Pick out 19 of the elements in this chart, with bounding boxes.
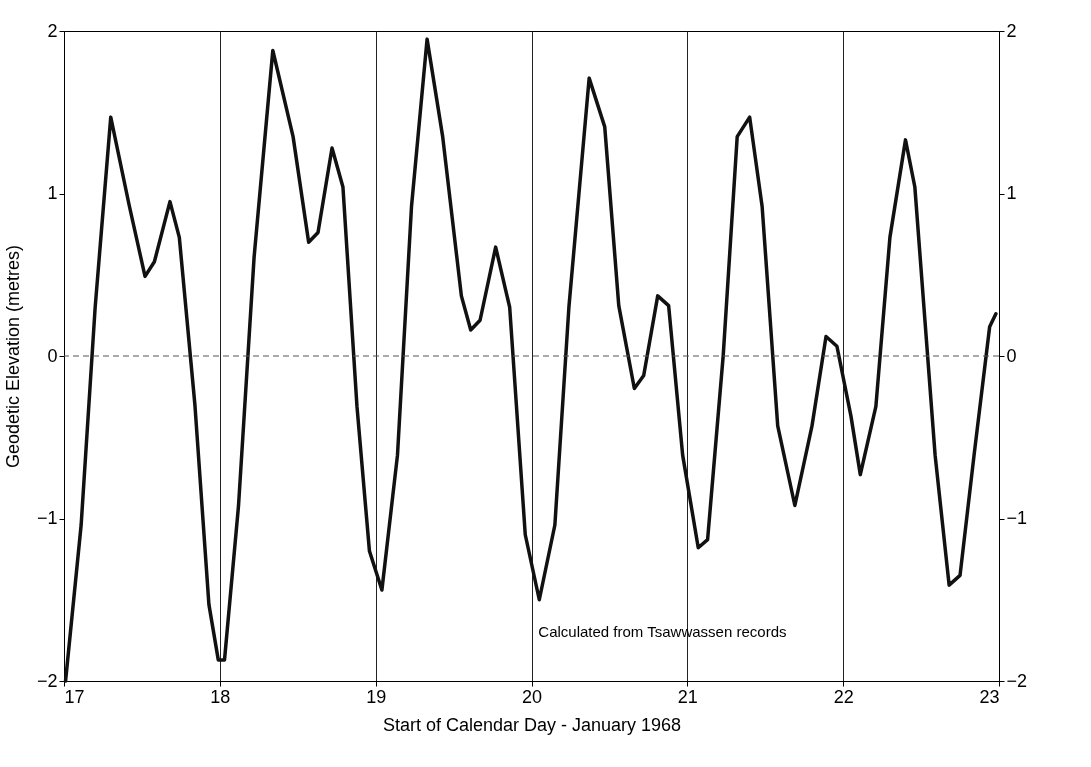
y-tick-label: 1 [47,183,58,203]
y2-tick-label: 0 [1006,345,1017,366]
y-tick-label: −1 [36,508,58,528]
x-tick-label: 20 [521,686,543,707]
x-tick-label: 19 [366,686,387,707]
x-tick-label: 21 [677,686,698,707]
y2-tick-label: −1 [1006,508,1028,528]
y-tick-label: 0 [47,345,58,366]
x-tick-label: 22 [833,686,854,707]
y2-tick-label: 1 [1006,183,1017,203]
x-tick-label: 23 [979,686,1000,707]
y-tick-label: 2 [47,20,58,41]
y2-tick-label: −2 [1006,670,1028,691]
y2-tick-label: 2 [1006,20,1017,41]
x-axis-title: Start of Calendar Day - January 1968 [382,714,682,735]
y-axis-title: Geodetic Elevation (metres) [2,244,23,469]
x-tick-label: 17 [64,686,85,707]
x-tick-label: 18 [210,686,231,707]
y-tick-label: −2 [36,670,58,691]
